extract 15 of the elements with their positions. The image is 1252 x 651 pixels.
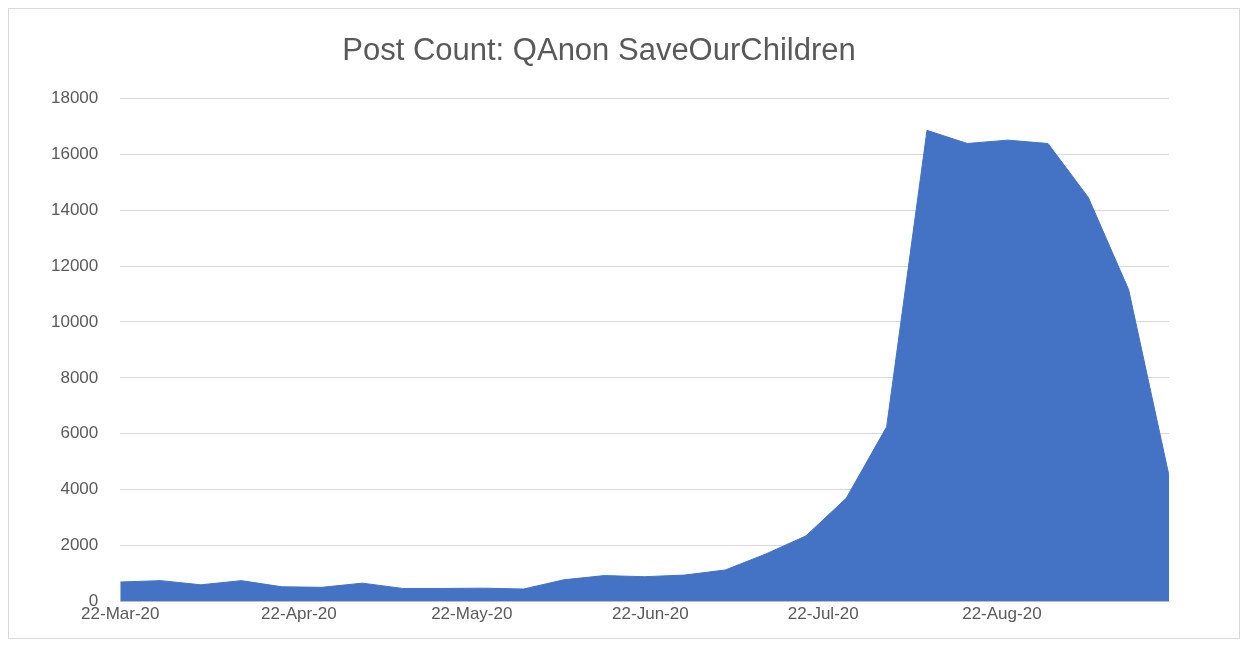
y-tick-label: 14000 [50,199,99,219]
y-tick-label: 2000 [60,535,99,555]
y-tick-label: 18000 [50,87,99,107]
x-tick-label: 22-Jul-20 [787,604,859,624]
y-tick-label: 10000 [50,311,99,331]
x-tick-label: 22-Apr-20 [261,604,337,624]
x-tick-label: 22-Aug-20 [962,604,1042,624]
y-tick-label: 8000 [60,367,99,387]
x-tick-label: 22-May-20 [431,604,513,624]
y-tick-label: 6000 [60,423,99,443]
x-tick-label: 22-Jun-20 [612,604,689,624]
y-tick-label: 12000 [50,255,99,275]
y-tick-label: 16000 [50,143,99,163]
chart-title: Post Count: QAnon SaveOurChildren [342,32,856,68]
y-tick-label: 4000 [60,479,99,499]
